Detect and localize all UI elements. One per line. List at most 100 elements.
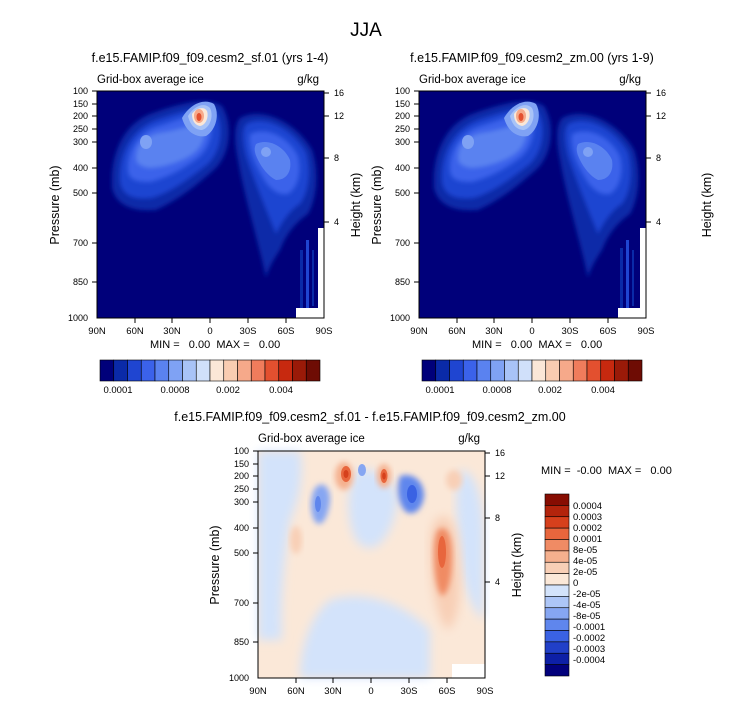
colorbar-swatch (264, 359, 280, 382)
colorbar-swatch (209, 359, 225, 382)
y-tick: 300 (234, 497, 249, 507)
colorbar-swatch (237, 359, 252, 382)
main-title: JJA (350, 20, 382, 41)
panel-1: f.e15.FAMIP.f09_f09.cesm2_sf.01 (yrs 1-4… (48, 51, 363, 396)
y-tick: 700 (395, 238, 410, 248)
y2-tick: 16 (495, 448, 505, 458)
panel-2-colorbar (421, 359, 643, 382)
y-tick: 250 (73, 124, 88, 134)
y-tick: 1000 (68, 313, 88, 323)
diff-colorbar-labels: 0.0004 0.0003 0.0002 0.0001 8e-05 4e-05 … (573, 501, 605, 666)
x-tick: 60S (278, 326, 295, 337)
colorbar-label: 0.0008 (482, 385, 511, 396)
x-tick: 30S (401, 686, 418, 697)
colorbar-swatch (614, 359, 629, 382)
colorbar-label: 0.0001 (103, 385, 132, 396)
colorbar-swatch (545, 359, 560, 382)
colorbar-swatch (462, 359, 478, 382)
y-tick: 1000 (229, 673, 249, 683)
colorbar-swatch (544, 573, 570, 586)
panel-2: f.e15.FAMIP.f09_f09.cesm2_zm.00 (yrs 1-9… (370, 51, 714, 396)
panel-3-ylabel: Pressure (mb) (208, 525, 222, 604)
y-tick: 400 (73, 163, 88, 173)
y-tick: 300 (73, 137, 88, 147)
colorbar-label: 2e-05 (573, 567, 597, 578)
colorbar-swatch (544, 561, 570, 574)
colorbar-swatch (544, 584, 570, 597)
colorbar-swatch (544, 493, 570, 506)
panel-1-stats: MIN = 0.00 MAX = 0.00 (150, 339, 280, 351)
colorbar-swatch (490, 359, 505, 382)
y2-tick: 12 (656, 111, 666, 121)
colorbar-swatch (559, 359, 574, 382)
colorbar-swatch (504, 359, 519, 382)
panel-2-title: f.e15.FAMIP.f09_f09.cesm2_zm.00 (yrs 1-9… (410, 51, 654, 65)
y-tick: 700 (234, 598, 249, 608)
colorbar-swatch (449, 359, 464, 382)
colorbar-swatch (586, 359, 602, 382)
panel-1-right-label: g/kg (297, 74, 319, 86)
colorbar-label: -0.0001 (573, 622, 605, 633)
y-tick: 200 (73, 111, 88, 121)
y2-tick: 8 (495, 513, 500, 523)
x-tick: 60N (287, 686, 305, 697)
y-tick: 850 (395, 277, 410, 287)
colorbar-swatch (544, 652, 570, 665)
colorbar-label: 0 (573, 578, 578, 589)
colorbar-swatch (531, 359, 547, 382)
y-tick: 1000 (390, 313, 410, 323)
colorbar-swatch (250, 359, 266, 382)
colorbar-swatch (99, 359, 115, 382)
panel-2-field (418, 90, 647, 319)
y-tick: 150 (395, 99, 410, 109)
y2-tick: 16 (334, 88, 344, 98)
x-tick: 60N (126, 326, 144, 337)
y-tick: 250 (395, 124, 410, 134)
panel-2-y2label: Height (km) (700, 173, 714, 238)
colorbar-label: -0.0003 (573, 644, 605, 655)
colorbar-label: 0.0003 (573, 512, 602, 523)
colorbar-swatch (278, 359, 293, 382)
y-tick: 150 (234, 459, 249, 469)
panel-3-stats: MIN = -0.00 MAX = 0.00 (541, 465, 672, 477)
y2-tick: 4 (656, 217, 661, 227)
colorbar-swatch (305, 359, 321, 382)
colorbar-swatch (544, 516, 570, 529)
colorbar-swatch (195, 359, 211, 382)
colorbar-swatch (113, 359, 128, 382)
panel-2-right-label: g/kg (619, 74, 641, 86)
panel-1-ylabel: Pressure (mb) (48, 165, 62, 244)
x-tick: 30N (324, 686, 342, 697)
y-tick: 200 (395, 111, 410, 121)
y-tick: 100 (73, 86, 88, 96)
x-tick: 0 (529, 326, 534, 337)
panel-1-y-ticks: 100 150 200 250 300 400 500 700 850 1000 (68, 86, 88, 323)
x-tick: 0 (368, 686, 373, 697)
x-tick: 90S (316, 326, 333, 337)
colorbar-swatch (544, 550, 570, 563)
x-tick: 90N (249, 686, 267, 697)
x-tick: 30S (562, 326, 579, 337)
y2-tick: 8 (656, 153, 661, 163)
colorbar-label: 0.0001 (425, 385, 454, 396)
colorbar-label: 0.0001 (573, 534, 602, 545)
panel-2-stats: MIN = 0.00 MAX = 0.00 (472, 339, 602, 351)
colorbar-swatch (544, 539, 570, 552)
colorbar-swatch (517, 359, 533, 382)
y2-tick: 8 (334, 153, 339, 163)
x-tick: 90S (638, 326, 655, 337)
y-tick: 400 (395, 163, 410, 173)
x-tick: 90S (477, 686, 494, 697)
x-tick: 60S (439, 686, 456, 697)
x-tick: 30S (240, 326, 257, 337)
colorbar-swatch (627, 359, 643, 382)
colorbar-label: 0.002 (216, 385, 240, 396)
panel-3-x-ticks: 90N 60N 30N 0 30S 60S 90S (249, 686, 493, 697)
panel-3-left-label: Grid-box average ice (258, 433, 365, 445)
y-tick: 500 (73, 188, 88, 198)
x-tick: 60N (448, 326, 466, 337)
y2-tick: 12 (334, 111, 344, 121)
colorbar-swatch (544, 596, 570, 609)
y-tick: 700 (73, 238, 88, 248)
